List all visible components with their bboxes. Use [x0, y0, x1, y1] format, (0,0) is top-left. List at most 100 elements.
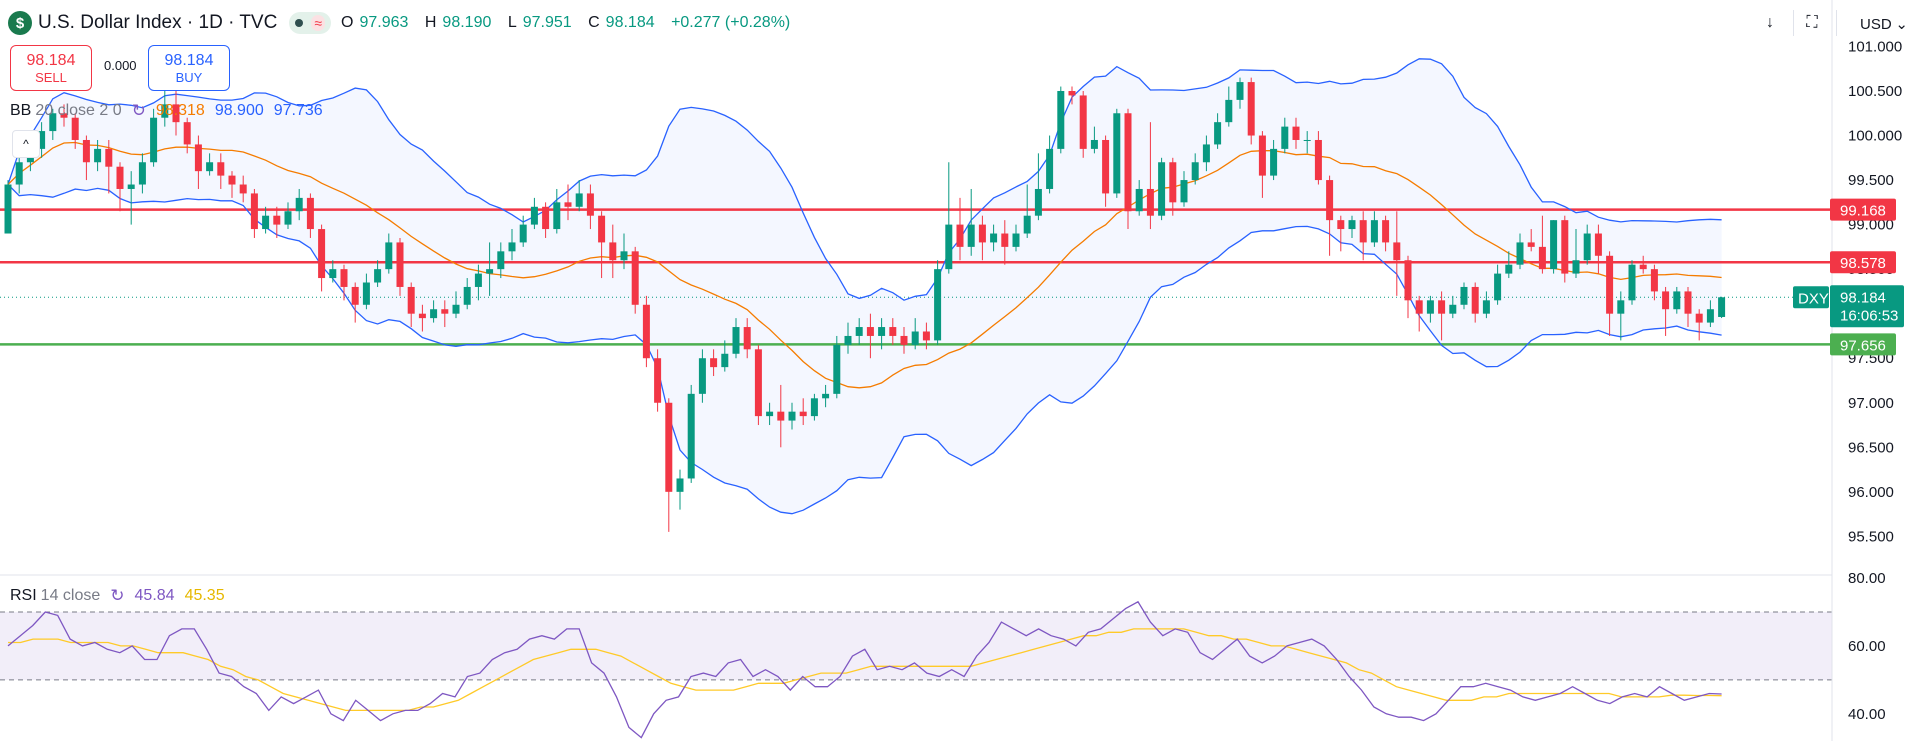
- candle-body: [1684, 291, 1692, 314]
- candle-body: [1482, 300, 1490, 314]
- refresh-icon[interactable]: ↻: [131, 101, 146, 120]
- candle-body: [105, 148, 113, 167]
- candle-body: [94, 148, 102, 163]
- symbol-title[interactable]: U.S. Dollar Index · 1D · TVC: [38, 12, 278, 33]
- fullscreen-icon[interactable]: ⛶: [1806, 14, 1818, 31]
- candle-body: [732, 327, 740, 354]
- candle-body: [553, 202, 561, 230]
- price-axis[interactable]: [1831, 0, 1920, 741]
- candle-body: [1718, 297, 1726, 317]
- candle-body: [687, 393, 695, 479]
- buy-button[interactable]: 98.184 BUY: [148, 45, 230, 91]
- candle-body: [452, 304, 460, 314]
- candle-body: [698, 358, 706, 394]
- price-level-tag-label: 97.656: [1840, 337, 1886, 354]
- price-tick-label: 99.000: [1848, 217, 1894, 234]
- candle-body: [486, 269, 494, 274]
- candle-body: [474, 273, 482, 287]
- candle-body: [1270, 148, 1278, 176]
- candle-body: [306, 197, 314, 230]
- candle-body: [463, 286, 471, 305]
- candle-body: [878, 327, 886, 336]
- price-axis-background: [1832, 0, 1920, 741]
- candle-body: [598, 215, 606, 243]
- candle-body: [385, 242, 393, 270]
- sell-button[interactable]: 98.184 SELL: [10, 45, 92, 91]
- candle-body: [508, 242, 516, 252]
- toolbar-divider: [1793, 10, 1794, 36]
- download-icon[interactable]: ↓: [1766, 14, 1774, 31]
- bollinger-legend[interactable]: BB 20 close 2 0 ↻ 98.318 98.900 97.736: [10, 100, 333, 122]
- rsi-legend[interactable]: RSI 14 close ↻ 45.84 45.35: [10, 585, 235, 607]
- candle-body: [239, 184, 247, 194]
- candle-body: [1001, 233, 1009, 247]
- rsi-band-fill: [0, 611, 1832, 680]
- candle-body: [542, 206, 550, 230]
- candle-body: [1180, 180, 1188, 203]
- candle-body: [71, 117, 79, 140]
- candle-body: [967, 224, 975, 247]
- candle-body: [1606, 255, 1614, 314]
- price-tick-label: 95.500: [1848, 528, 1894, 545]
- candle-body: [1415, 300, 1423, 314]
- candle-body: [1113, 113, 1121, 194]
- candle-body: [1438, 300, 1446, 314]
- bb-upper-value: 98.900: [214, 102, 264, 119]
- price-tick-label: 99.500: [1848, 172, 1894, 189]
- market-status[interactable]: ≈: [289, 12, 332, 34]
- candle-body: [362, 282, 370, 305]
- candle-body: [1303, 139, 1311, 141]
- bollinger-basis-line: [7, 141, 1722, 389]
- candle-body: [407, 286, 415, 314]
- high-value: 98.190: [442, 14, 492, 31]
- candle-body: [654, 358, 662, 403]
- sell-price: 98.184: [26, 51, 76, 69]
- candle-body: [620, 251, 628, 261]
- market-status-dot-icon: [295, 19, 304, 27]
- candle-body: [1214, 122, 1222, 145]
- bar-countdown: 16:06:53: [1840, 307, 1898, 324]
- refresh-icon[interactable]: ↻: [110, 586, 125, 605]
- rsi-params: 14 close: [40, 587, 101, 604]
- collapse-legend-icon[interactable]: ^: [12, 130, 40, 158]
- candle-body: [799, 411, 807, 417]
- price-level-tag: [1830, 251, 1896, 274]
- candle-body: [721, 353, 729, 368]
- candle-body: [710, 358, 718, 368]
- high-label: H: [424, 14, 437, 31]
- candle-body: [1348, 220, 1356, 230]
- candle-body: [1449, 304, 1457, 314]
- candle-body: [855, 327, 863, 336]
- candle-body: [945, 224, 953, 270]
- symbol-header: $ U.S. Dollar Index · 1D · TVC ≈ O 97.963…: [8, 10, 796, 36]
- candle-body: [1538, 246, 1546, 270]
- candle-body: [990, 233, 998, 243]
- candle-body: [934, 269, 942, 341]
- toolbar-divider: [1836, 10, 1837, 36]
- bb-lower-value: 97.736: [273, 102, 323, 119]
- candle-body: [172, 104, 180, 123]
- candle-body: [1292, 126, 1300, 140]
- candle-body: [295, 197, 303, 212]
- candle-body: [1337, 220, 1345, 230]
- candle-body: [1572, 260, 1580, 274]
- open-label: O: [341, 14, 354, 31]
- candle-body: [956, 224, 964, 247]
- rsi-tick-label: 40.00: [1848, 706, 1886, 723]
- sell-label: SELL: [35, 69, 67, 85]
- candle-body: [1561, 220, 1569, 274]
- candle-body: [1034, 188, 1042, 216]
- candle-body: [250, 193, 258, 230]
- candle-body: [822, 393, 830, 399]
- candle-body: [1046, 148, 1054, 189]
- candle-body: [1326, 180, 1334, 221]
- candle-body: [497, 251, 505, 270]
- symbol-tag-label: DXY: [1798, 290, 1829, 307]
- spread-value: 0.000: [104, 58, 137, 73]
- candle-body: [1225, 99, 1233, 123]
- candle-body: [609, 242, 617, 261]
- candle-body: [1090, 139, 1098, 149]
- open-value: 97.963: [359, 14, 409, 31]
- currency-select[interactable]: USD ⌄: [1854, 8, 1914, 40]
